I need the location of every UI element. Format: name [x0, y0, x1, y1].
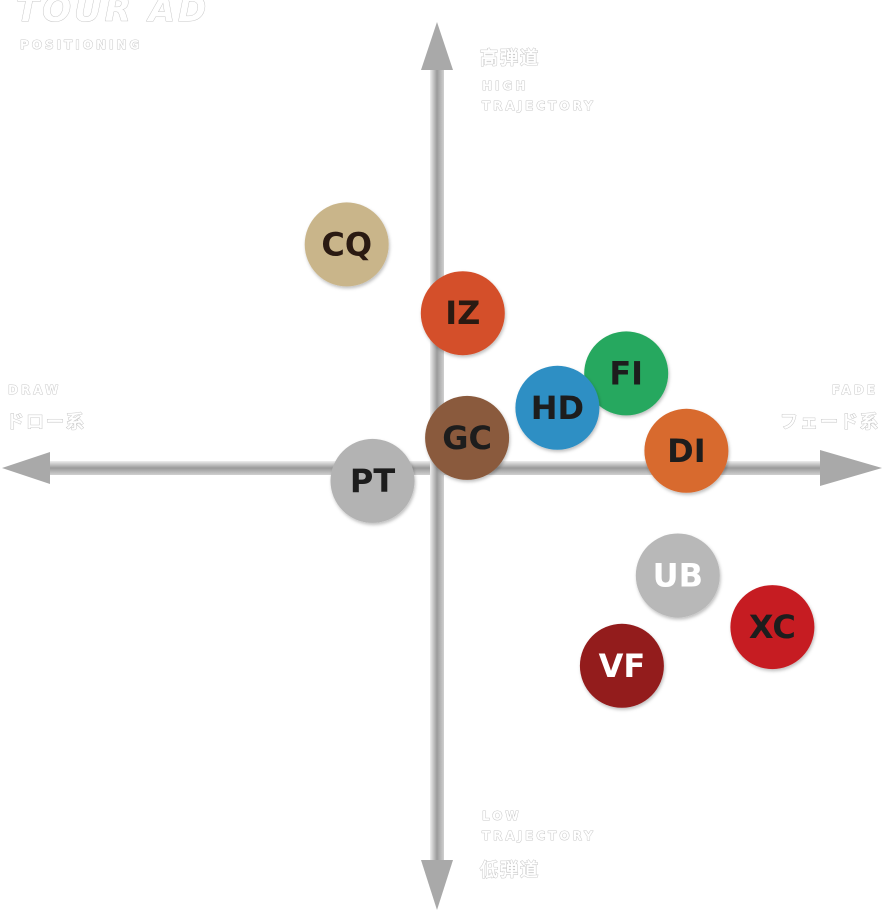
point-label-hd: HD — [531, 389, 584, 427]
point-cq: CQ — [304, 202, 389, 287]
x-axis — [2, 450, 882, 486]
right-axis-en-label: FADE — [831, 383, 878, 398]
chart-subtitle: POSITIONING — [20, 38, 143, 53]
point-marker-gc — [425, 395, 510, 480]
bottom-axis-en-label-1: LOW — [482, 809, 522, 824]
point-marker-di — [644, 408, 729, 493]
point-label-vf: VF — [599, 647, 646, 685]
point-marker-vf — [579, 623, 664, 708]
top-axis-en-label-1: HIGH — [482, 79, 529, 94]
right-axis-jp-label: フェード系 — [780, 412, 880, 434]
point-marker-fi — [584, 331, 669, 416]
point-label-iz: IZ — [445, 294, 480, 332]
point-ub: UB — [635, 533, 720, 618]
point-label-fi: FI — [609, 354, 643, 392]
bottom-axis-jp-label: 低弾道 — [480, 860, 540, 882]
point-label-xc: XC — [749, 608, 796, 646]
point-label-di: DI — [667, 432, 705, 470]
point-marker-xc — [730, 585, 815, 670]
y-axis-bottom-arrowhead — [421, 860, 453, 910]
point-marker-ub — [635, 533, 720, 618]
point-fi: FI — [584, 331, 669, 416]
point-marker-hd — [515, 365, 600, 450]
left-axis-jp-label: ドロー系 — [6, 412, 86, 434]
point-gc: GC — [425, 395, 510, 480]
point-label-cq: CQ — [321, 225, 372, 263]
point-xc: XC — [730, 585, 815, 670]
point-pt: PT — [330, 438, 415, 523]
data-points: CQ IZ FI HD GC DI PT UB XC VF — [304, 202, 815, 708]
point-label-ub: UB — [653, 557, 703, 595]
x-axis-right-arrowhead — [820, 450, 882, 486]
left-axis-en-label: DRAW — [8, 383, 62, 398]
y-axis-top-arrowhead — [421, 22, 453, 70]
point-label-pt: PT — [350, 462, 395, 500]
top-axis-en-label-2: TRAJECTORY — [482, 99, 596, 114]
point-marker-pt — [330, 438, 415, 523]
top-axis-jp-label: 高弾道 — [480, 48, 540, 70]
point-iz: IZ — [420, 271, 505, 356]
point-hd: HD — [515, 365, 600, 450]
point-di: DI — [644, 408, 729, 493]
y-axis — [421, 22, 453, 910]
bottom-axis-en-label-2: TRAJECTORY — [482, 829, 596, 844]
point-vf: VF — [579, 623, 664, 708]
brand-logo: TOUR AD — [16, 0, 210, 30]
point-marker-iz — [420, 271, 505, 356]
point-marker-cq — [304, 202, 389, 287]
x-axis-left-arrowhead — [2, 452, 50, 484]
point-label-gc: GC — [442, 419, 492, 457]
